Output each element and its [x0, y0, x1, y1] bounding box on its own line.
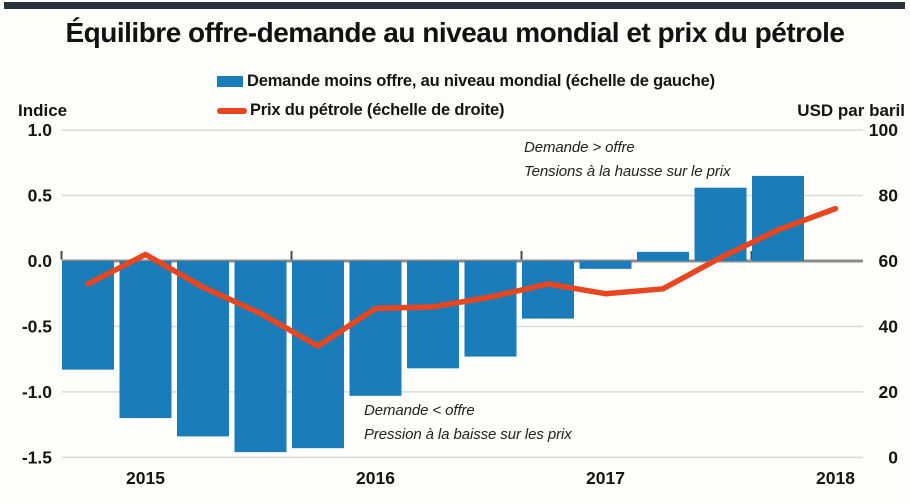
left-axis-tick-label: 1.0: [28, 120, 53, 140]
right-axis-tick-label: 100: [869, 120, 898, 140]
bar-2016Q1: [349, 261, 402, 396]
x-axis-year-label: 2017: [586, 468, 625, 488]
right-axis-tick-label: 80: [879, 186, 899, 206]
right-axis-title: USD par baril: [797, 101, 905, 120]
annotation-line: Pression à la baisse sur les prix: [364, 426, 572, 444]
bar-series-swatch-icon: [217, 76, 243, 87]
bar-2015Q1: [119, 261, 172, 419]
bar-2017Q4: [752, 175, 804, 261]
left-axis-tick-label: 0.0: [28, 251, 53, 271]
left-axis-tick-label: -1.0: [22, 382, 52, 402]
bar-2015Q2: [177, 261, 229, 437]
chart-title: Équilibre offre-demande au niveau mondia…: [65, 17, 845, 48]
legend: Demande moins offre, au niveau mondial (…: [217, 71, 715, 129]
right-axis-tick-label: 0: [888, 447, 898, 467]
legend-label-line: Prix du pétrole (échelle de droite): [250, 101, 505, 119]
legend-item-bars: Demande moins offre, au niveau mondial (…: [217, 71, 715, 92]
bar-2015Q4: [292, 261, 344, 449]
annotation-line: Demande > offre: [524, 139, 635, 156]
bar-2017Q2: [637, 251, 689, 261]
x-axis-year-label: 2018: [816, 468, 855, 488]
x-axis-year-label: 2015: [126, 468, 165, 488]
right-axis-tick-label: 40: [879, 316, 899, 336]
legend-label-bars: Demande moins offre, au niveau mondial (…: [247, 72, 715, 90]
price-line: [85, 205, 839, 349]
annotation-line: Demande < offre: [364, 402, 475, 419]
line-series-swatch-icon: [217, 107, 247, 114]
annotation-demand-greater: Demande > offre Tensions à la hausse sur…: [524, 136, 730, 185]
left-axis-tick-label: -1.5: [22, 447, 52, 467]
legend-item-line: Prix du pétrole (échelle de droite): [217, 100, 715, 121]
left-axis-title: Indice: [18, 101, 68, 120]
bar-2016Q3: [464, 261, 517, 357]
x-axis-year-label: 2016: [356, 468, 395, 488]
right-axis-tick-label: 20: [879, 382, 899, 402]
annotation-line: Tensions à la hausse sur le prix: [524, 163, 731, 181]
bar-2017Q1: [579, 261, 632, 269]
right-axis-tick-label: 60: [879, 251, 899, 271]
bar-2016Q2: [407, 261, 459, 369]
annotation-demand-less: Demande < offre Pression à la baisse sur…: [364, 399, 572, 448]
top-accent-strip: [4, 2, 905, 9]
bar-2015Q3: [234, 261, 287, 453]
left-axis-tick-label: 0.5: [28, 186, 53, 206]
bar-2014Q4: [62, 261, 114, 370]
left-axis-tick-label: -0.5: [22, 316, 52, 336]
